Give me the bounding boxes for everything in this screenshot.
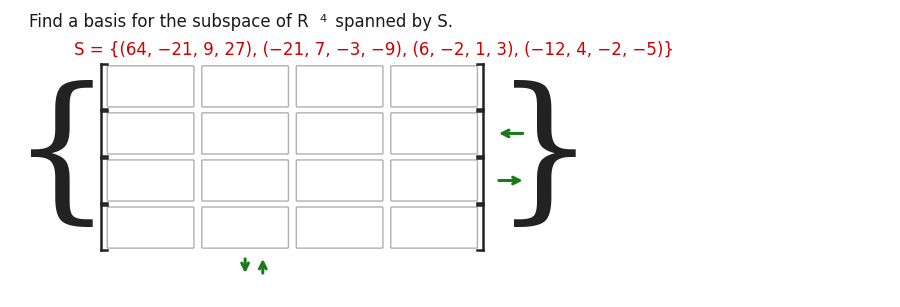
Text: Find a basis for the subspace of R: Find a basis for the subspace of R bbox=[29, 13, 309, 31]
FancyBboxPatch shape bbox=[107, 207, 194, 248]
Text: S = {(64, −21, 9, 27), (−21, 7, −3, −9), (6, −2, 1, 3), (−12, 4, −2, −5)}: S = {(64, −21, 9, 27), (−21, 7, −3, −9),… bbox=[74, 41, 674, 59]
FancyBboxPatch shape bbox=[296, 160, 382, 201]
FancyBboxPatch shape bbox=[202, 160, 288, 201]
FancyBboxPatch shape bbox=[296, 207, 382, 248]
FancyBboxPatch shape bbox=[391, 160, 477, 201]
FancyBboxPatch shape bbox=[391, 113, 477, 154]
Text: 4: 4 bbox=[320, 14, 327, 24]
FancyBboxPatch shape bbox=[391, 66, 477, 107]
FancyBboxPatch shape bbox=[202, 207, 288, 248]
FancyBboxPatch shape bbox=[107, 160, 194, 201]
FancyBboxPatch shape bbox=[296, 66, 382, 107]
FancyBboxPatch shape bbox=[202, 66, 288, 107]
FancyBboxPatch shape bbox=[107, 66, 194, 107]
Text: }: } bbox=[494, 80, 596, 234]
FancyBboxPatch shape bbox=[107, 113, 194, 154]
FancyBboxPatch shape bbox=[202, 113, 288, 154]
FancyBboxPatch shape bbox=[296, 113, 382, 154]
Text: {: { bbox=[12, 80, 112, 234]
FancyBboxPatch shape bbox=[391, 207, 477, 248]
Text: spanned by S.: spanned by S. bbox=[330, 13, 454, 31]
